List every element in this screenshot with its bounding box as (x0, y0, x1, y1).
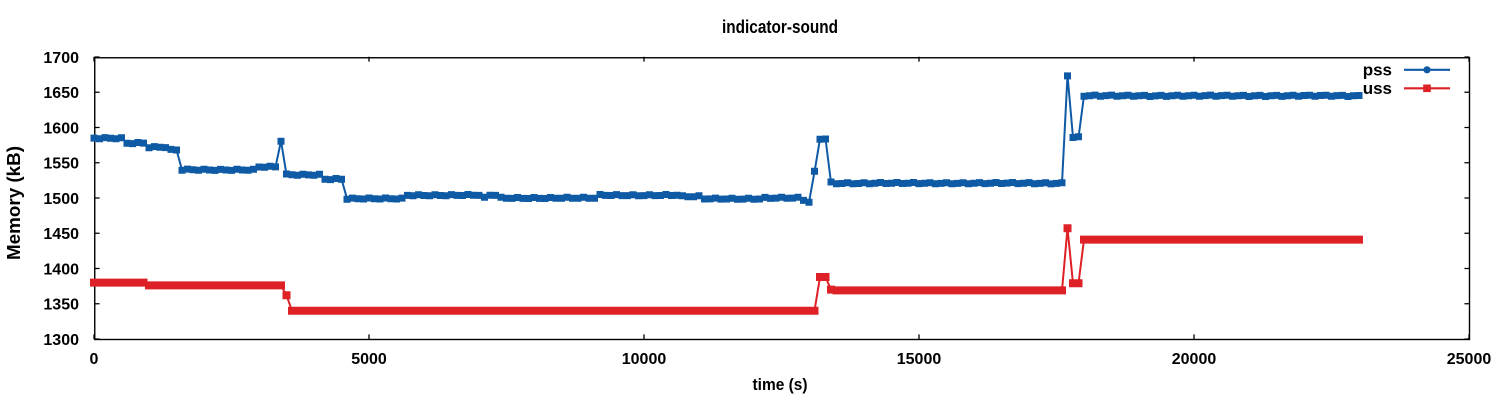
svg-text:25000: 25000 (1447, 351, 1492, 368)
svg-text:1300: 1300 (43, 332, 79, 349)
svg-text:Memory (kB): Memory (kB) (3, 146, 24, 260)
svg-text:time (s): time (s) (753, 375, 808, 394)
svg-text:0: 0 (90, 351, 99, 368)
svg-text:1700: 1700 (43, 50, 79, 67)
svg-text:1500: 1500 (43, 191, 79, 208)
svg-text:uss: uss (1363, 79, 1392, 98)
svg-text:1600: 1600 (43, 120, 79, 137)
svg-text:1400: 1400 (43, 261, 79, 278)
svg-text:15000: 15000 (897, 351, 942, 368)
svg-text:1350: 1350 (43, 297, 79, 314)
svg-text:1650: 1650 (43, 85, 79, 102)
svg-text:pss: pss (1363, 60, 1392, 79)
svg-text:5000: 5000 (351, 351, 387, 368)
svg-text:20000: 20000 (1172, 351, 1217, 368)
svg-text:1450: 1450 (43, 226, 79, 243)
svg-text:10000: 10000 (622, 351, 667, 368)
svg-text:1550: 1550 (43, 156, 79, 173)
svg-text:indicator-sound: indicator-sound (722, 16, 838, 37)
